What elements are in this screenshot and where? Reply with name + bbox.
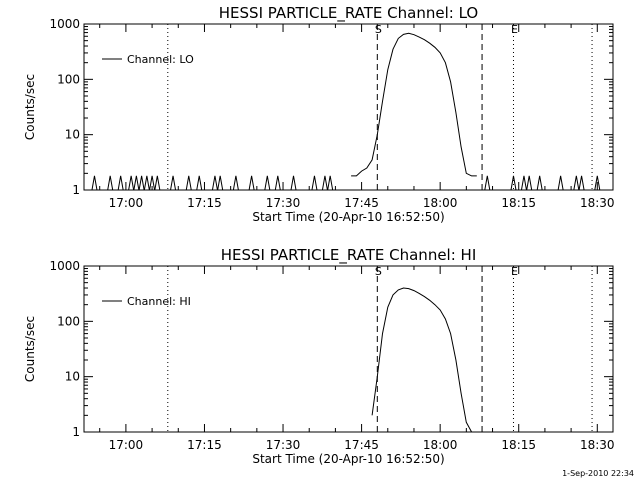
x-tick-label: 18:30 — [580, 438, 615, 452]
baseline-spike — [526, 175, 533, 191]
baseline-spike — [248, 175, 255, 191]
y-axis-label: Counts/sec — [23, 316, 37, 382]
baseline-spike — [274, 175, 281, 191]
baseline-spike — [211, 175, 218, 191]
x-tick-label: 18:15 — [501, 438, 536, 452]
baseline-spike — [196, 175, 203, 191]
chart-title: HESSI PARTICLE_RATE Channel: HI — [221, 246, 477, 265]
baseline-spike — [484, 175, 491, 191]
baseline-spike — [217, 175, 224, 191]
y-tick-label: 1000 — [49, 259, 80, 273]
marker-label: S — [375, 265, 382, 278]
baseline-spike — [117, 175, 124, 191]
x-tick-label: 17:30 — [266, 196, 301, 210]
y-tick-label: 100 — [57, 72, 80, 86]
y-tick-label: 10 — [65, 128, 80, 142]
baseline-spike — [154, 175, 161, 191]
y-tick-label: 10 — [65, 370, 80, 384]
footer-timestamp: 1-Sep-2010 22:34 — [562, 469, 634, 478]
y-axis-label: Counts/sec — [23, 74, 37, 140]
baseline-spike — [264, 175, 271, 191]
marker-label: E — [511, 265, 518, 278]
y-tick-label: 1 — [72, 425, 80, 439]
baseline-spike — [143, 175, 150, 191]
x-axis-label: Start Time (20-Apr-10 16:52:50) — [252, 452, 444, 466]
baseline-spike — [185, 175, 192, 191]
x-tick-label: 17:15 — [187, 196, 222, 210]
marker-label: E — [511, 23, 518, 36]
legend-label: Channel: LO — [127, 53, 194, 66]
x-tick-label: 18:00 — [423, 196, 458, 210]
baseline-spike — [149, 175, 156, 191]
x-tick-label: 17:45 — [344, 438, 379, 452]
legend-label: Channel: HI — [127, 295, 191, 308]
baseline-spike — [232, 175, 239, 191]
x-tick-label: 17:00 — [109, 438, 144, 452]
x-tick-label: 17:45 — [344, 196, 379, 210]
baseline-spike — [133, 175, 140, 191]
x-tick-label: 18:15 — [501, 196, 536, 210]
y-tick-label: 100 — [57, 314, 80, 328]
baseline-spike — [327, 175, 334, 191]
baseline-spike — [290, 175, 297, 191]
baseline-spike — [578, 175, 585, 191]
x-tick-label: 17:30 — [266, 438, 301, 452]
series-line-1 — [351, 32, 477, 177]
marker-label: S — [375, 23, 382, 36]
plot-frame — [83, 265, 614, 433]
series-line-1 — [371, 287, 473, 433]
baseline-spike — [170, 175, 177, 191]
baseline-spike — [573, 175, 580, 191]
x-tick-label: 18:30 — [580, 196, 615, 210]
y-tick-label: 1000 — [49, 17, 80, 31]
baseline-spike — [128, 175, 135, 191]
baseline-spike — [321, 175, 328, 191]
baseline-spike — [536, 175, 543, 191]
y-tick-label: 1 — [72, 183, 80, 197]
chart-title: HESSI PARTICLE_RATE Channel: LO — [219, 4, 478, 23]
baseline-spike — [557, 175, 564, 191]
x-tick-label: 17:15 — [187, 438, 222, 452]
baseline-spike — [107, 175, 114, 191]
plot-frame — [83, 23, 614, 191]
baseline-spike — [520, 175, 527, 191]
baseline-spike — [311, 175, 318, 191]
baseline-spike — [594, 175, 601, 191]
x-tick-label: 17:00 — [109, 196, 144, 210]
x-axis-label: Start Time (20-Apr-10 16:52:50) — [252, 210, 444, 224]
baseline-spike — [91, 175, 98, 191]
x-tick-label: 18:00 — [423, 438, 458, 452]
chart-panel-2: HESSI PARTICLE_RATE Channel: HI Counts/se… — [23, 246, 615, 466]
baseline-spike — [510, 175, 517, 191]
baseline-spike — [138, 175, 145, 191]
chart-panel-1: HESSI PARTICLE_RATE Channel: LO Counts/se… — [23, 4, 615, 224]
